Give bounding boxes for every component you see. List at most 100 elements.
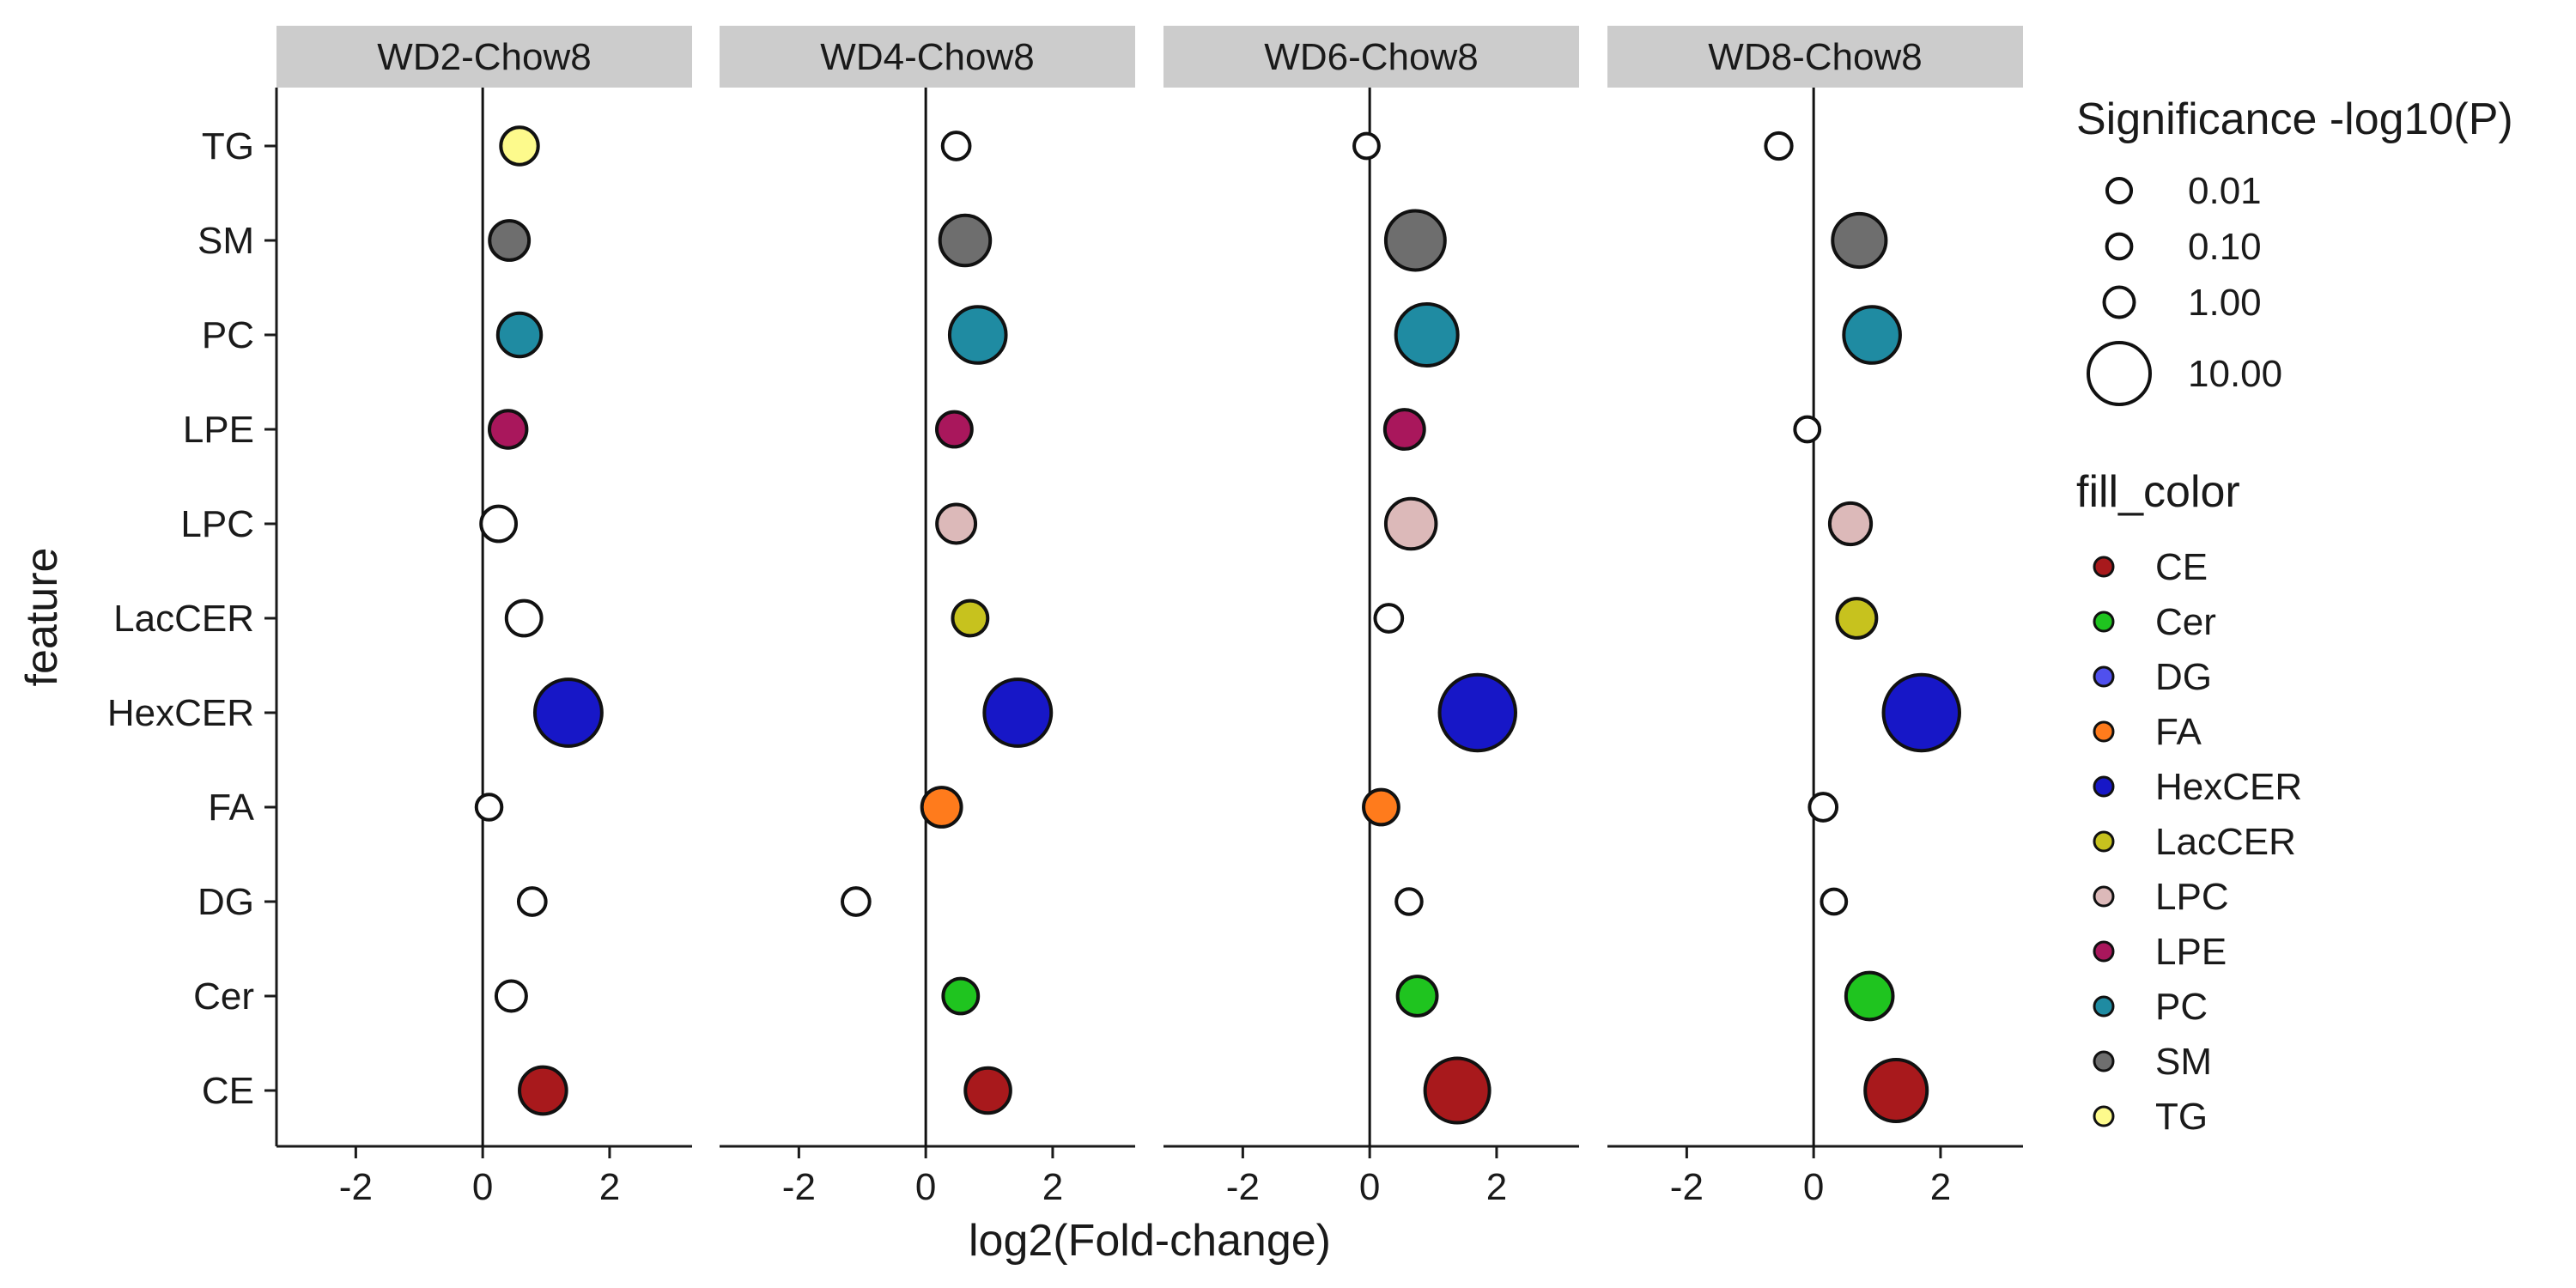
y-tick-label: DG: [197, 881, 254, 923]
y-tick-label: LPC: [180, 503, 254, 545]
x-tick-label: 2: [1486, 1166, 1507, 1208]
point-laccer: [1835, 597, 1879, 640]
point-lpc: [935, 502, 978, 545]
fill-legend-label: LPE: [2155, 931, 2227, 973]
fill-legend-label: CE: [2155, 546, 2208, 588]
fill-legend-label: HexCER: [2155, 766, 2302, 808]
point-pc: [495, 311, 544, 359]
point-pc: [1842, 305, 1902, 365]
y-tick-label: CE: [202, 1070, 254, 1112]
x-tick-label: -2: [1670, 1166, 1704, 1208]
point-sm: [488, 219, 532, 262]
point-dg: [841, 886, 872, 917]
y-tick-label: FA: [208, 787, 254, 829]
fill-legend-label: PC: [2155, 986, 2208, 1028]
point-fa: [474, 793, 504, 822]
panel-strip: [1607, 26, 2023, 88]
point-lpe: [1382, 408, 1426, 451]
y-tick-label: SM: [197, 220, 254, 262]
point-lpe: [1793, 415, 1822, 444]
point-tg: [940, 131, 972, 161]
fill-legend-key-laccer: [2093, 830, 2115, 853]
x-tick-label: 2: [1930, 1166, 1951, 1208]
point-lpe: [935, 410, 974, 449]
size-legend-label: 0.01: [2188, 170, 2262, 212]
point-cer: [1844, 970, 1895, 1022]
panel-strip: [720, 26, 1135, 88]
fill-legend: fill_color CE Cer DG FA HexCER LacCER LPC LPE PC…: [2076, 467, 2302, 1138]
size-legend-label: 0.10: [2188, 226, 2262, 268]
x-tick-label: 0: [1359, 1166, 1380, 1208]
size-legend-title: Significance -log10(P): [2076, 94, 2513, 144]
fill-legend-key-cer: [2093, 611, 2115, 633]
point-fa: [1807, 792, 1839, 823]
y-tick-label: PC: [202, 314, 254, 356]
point-hexcer: [982, 677, 1054, 748]
y-tick-label: LPE: [183, 409, 254, 451]
point-pc: [947, 305, 1008, 365]
panel-strip: [1163, 26, 1579, 88]
point-dg: [1394, 887, 1424, 916]
fill-legend-label: TG: [2155, 1096, 2208, 1138]
size-legend-label: 1.00: [2188, 282, 2262, 324]
point-laccer: [951, 598, 990, 638]
fill-legend-key-fa: [2093, 720, 2115, 743]
panel-4: WD8-Chow8 -2 0 2: [1607, 26, 2023, 1208]
point-sm: [1383, 209, 1447, 272]
x-tick-label: 0: [1803, 1166, 1824, 1208]
size-legend-label: 10.00: [2188, 353, 2282, 395]
point-laccer: [1373, 603, 1405, 634]
fill-legend-label: DG: [2155, 656, 2212, 698]
point-pc: [1394, 302, 1460, 368]
point-ce: [1423, 1056, 1492, 1125]
point-fa: [920, 786, 963, 829]
point-hexcer: [532, 677, 604, 748]
point-fa: [1362, 787, 1400, 827]
fill-legend-key-lpc: [2093, 885, 2115, 908]
fill-legend-key-sm: [2093, 1050, 2115, 1072]
fill-legend-key-dg: [2093, 665, 2115, 688]
x-tick-label: 0: [915, 1166, 936, 1208]
fill-legend-label: FA: [2155, 711, 2202, 753]
point-lpc: [1827, 501, 1874, 547]
x-tick-label: 2: [1042, 1166, 1063, 1208]
size-legend-key: [2087, 341, 2152, 406]
fill-legend-title: fill_color: [2076, 467, 2240, 517]
x-tick-label: -2: [1226, 1166, 1260, 1208]
panel-strip-label: WD4-Chow8: [820, 36, 1034, 78]
fill-legend-label: LacCER: [2155, 821, 2296, 863]
point-cer: [1395, 975, 1439, 1018]
point-lpc: [1383, 496, 1438, 551]
fill-legend-key-hexcer: [2093, 775, 2115, 798]
point-dg: [516, 886, 548, 917]
point-dg: [1820, 887, 1849, 916]
point-hexcer: [1881, 672, 1961, 753]
panel-strip: [276, 26, 692, 88]
point-ce: [963, 1066, 1012, 1115]
point-sm: [938, 213, 993, 268]
fill-legend-key-pc: [2093, 995, 2115, 1018]
point-cer: [941, 976, 981, 1016]
fill-legend-label: SM: [2155, 1041, 2212, 1083]
point-lpe: [488, 409, 529, 450]
point-lpc: [479, 504, 519, 544]
fill-legend-key-ce: [2093, 556, 2115, 578]
panel-1: WD2-Chow8 -2 0 2: [276, 26, 692, 1208]
point-laccer: [504, 598, 544, 638]
panel-strip-label: WD6-Chow8: [1264, 36, 1478, 78]
panel-strip-label: WD8-Chow8: [1708, 36, 1922, 78]
panel-strip-label: WD2-Chow8: [377, 36, 591, 78]
y-tick-label: TG: [202, 125, 254, 167]
point-hexcer: [1437, 672, 1517, 753]
point-tg: [1352, 131, 1381, 161]
point-tg: [1764, 131, 1794, 161]
panel-3: WD6-Chow8 -2 0 2: [1163, 26, 1579, 1208]
fill-legend-label: Cer: [2155, 601, 2216, 643]
y-axis-title: feature: [17, 548, 67, 687]
y-tick-label: LacCER: [113, 598, 254, 640]
fill-legend-key-tg: [2093, 1105, 2115, 1127]
panel-2: WD4-Chow8 -2 0 2: [720, 26, 1135, 1208]
x-tick-label: 2: [599, 1166, 620, 1208]
